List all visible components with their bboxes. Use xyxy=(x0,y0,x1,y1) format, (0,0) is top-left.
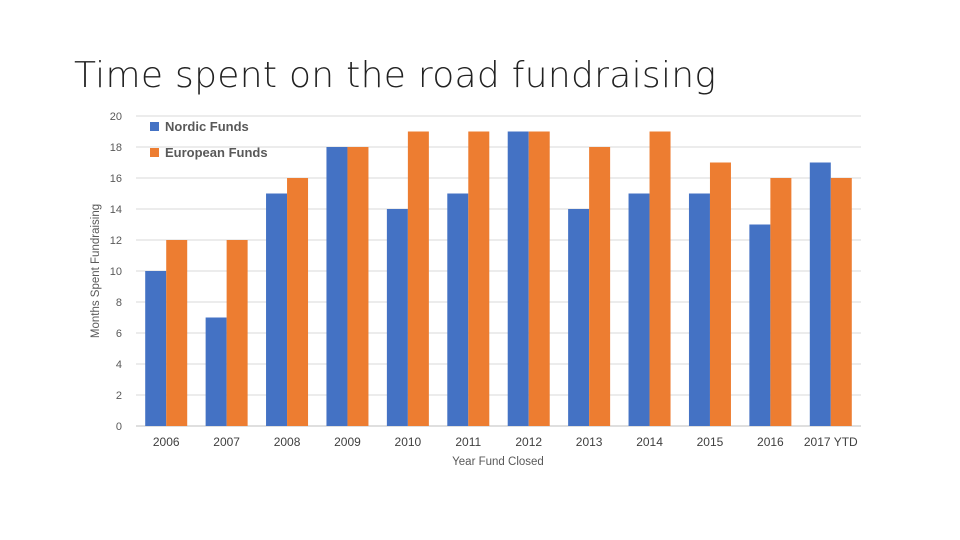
y-tick-label: 2 xyxy=(116,390,122,402)
bar-nordic-funds-2006 xyxy=(145,271,167,426)
bar-european-funds-2017-ytd xyxy=(830,178,852,426)
y-axis-title: Months Spent Fundraising xyxy=(90,204,102,338)
x-tick-label: 2006 xyxy=(153,435,180,449)
x-tick-label: 2007 xyxy=(213,435,240,449)
bar-nordic-funds-2017-ytd xyxy=(809,162,831,426)
y-tick-label: 16 xyxy=(110,173,122,185)
bar-european-funds-2012 xyxy=(528,131,550,426)
x-tick-label: 2010 xyxy=(395,435,422,449)
slide-title: Time spent on the road fundraising xyxy=(74,55,717,96)
x-tick-label: 2008 xyxy=(274,435,301,449)
y-tick-label: 18 xyxy=(110,142,122,154)
bar-nordic-funds-2009 xyxy=(326,147,348,426)
bar-nordic-funds-2013 xyxy=(568,209,590,426)
legend-label-nordic-funds: Nordic Funds xyxy=(165,119,249,134)
bar-nordic-funds-2015 xyxy=(688,193,710,426)
bar-european-funds-2010 xyxy=(407,131,429,426)
legend-swatch-european-funds xyxy=(150,148,159,157)
y-tick-label: 6 xyxy=(116,328,122,340)
bar-european-funds-2011 xyxy=(468,131,490,426)
x-tick-label: 2013 xyxy=(576,435,603,449)
bar-nordic-funds-2008 xyxy=(266,193,288,426)
bar-european-funds-2008 xyxy=(287,178,309,426)
legend-swatch-nordic-funds xyxy=(150,122,159,131)
bar-nordic-funds-2012 xyxy=(507,131,529,426)
legend-label-european-funds: European Funds xyxy=(165,145,268,160)
x-tick-label: 2009 xyxy=(334,435,361,449)
bar-european-funds-2014 xyxy=(649,131,671,426)
x-axis-title: Year Fund Closed xyxy=(452,456,544,468)
bar-european-funds-2007 xyxy=(226,240,248,426)
bar-european-funds-2009 xyxy=(347,147,369,426)
x-tick-label: 2014 xyxy=(636,435,663,449)
x-tick-label: 2016 xyxy=(757,435,784,449)
bar-nordic-funds-2014 xyxy=(628,193,650,426)
bar-european-funds-2013 xyxy=(589,147,611,426)
y-tick-label: 14 xyxy=(110,204,122,216)
x-tick-label: 2015 xyxy=(697,435,724,449)
y-tick-label: 12 xyxy=(110,235,122,247)
y-tick-label: 0 xyxy=(116,421,122,433)
y-axis-ticks: 0 2 4 6 8 10 12 14 16 18 20 xyxy=(110,111,122,433)
y-tick-label: 10 xyxy=(110,266,122,278)
bars xyxy=(145,131,852,426)
bar-nordic-funds-2016 xyxy=(749,224,771,426)
y-tick-label: 8 xyxy=(116,297,122,309)
legend: Nordic Funds European Funds xyxy=(150,119,268,160)
bar-european-funds-2006 xyxy=(166,240,188,426)
y-tick-label: 20 xyxy=(110,111,122,123)
gridlines xyxy=(136,115,861,427)
bar-european-funds-2015 xyxy=(709,162,731,426)
x-tick-label: 2011 xyxy=(455,435,481,449)
y-tick-label: 4 xyxy=(116,359,122,371)
x-tick-label: 2012 xyxy=(515,435,542,449)
bar-nordic-funds-2007 xyxy=(205,317,227,426)
x-axis-ticks: 2006 2007 2008 2009 2010 2011 2012 2013 2014 2015… xyxy=(153,435,858,449)
x-tick-label: 2017 YTD xyxy=(804,435,858,449)
bar-nordic-funds-2011 xyxy=(447,193,469,426)
bar-european-funds-2016 xyxy=(770,178,792,426)
bar-nordic-funds-2010 xyxy=(386,209,408,426)
